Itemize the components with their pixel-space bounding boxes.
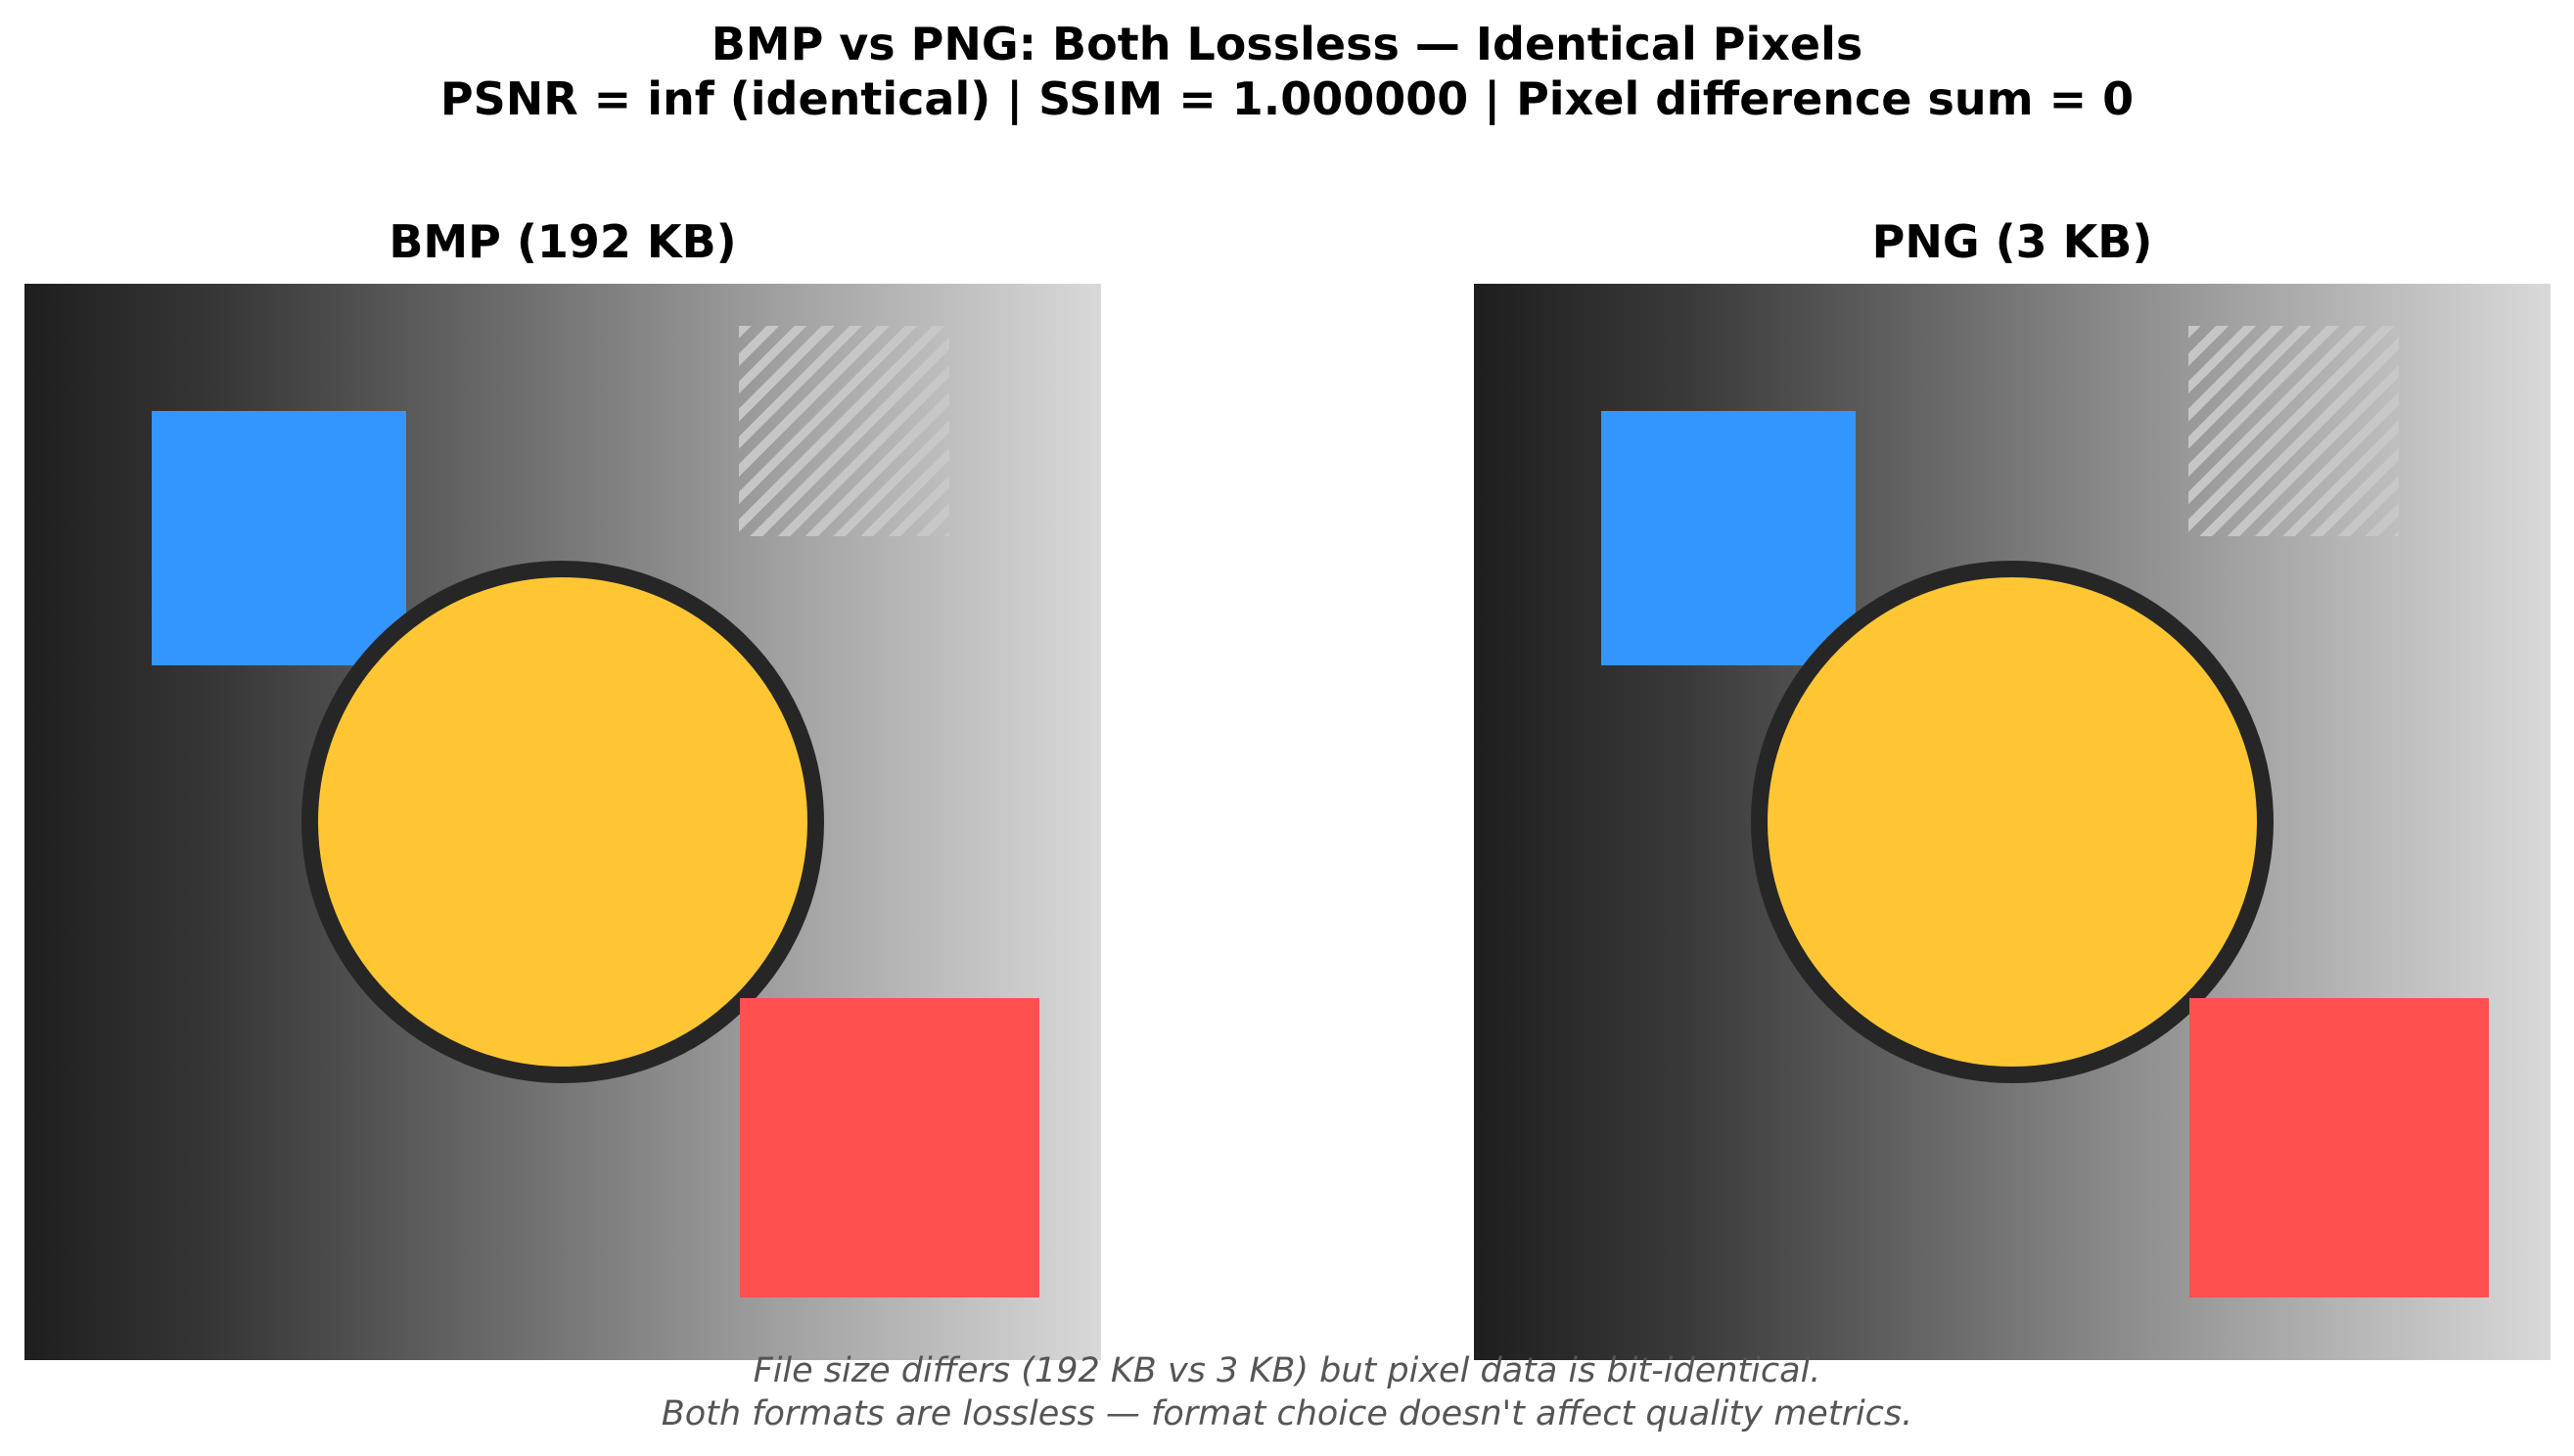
blue-square: [152, 411, 406, 665]
bmp-image-panel: [24, 284, 1101, 1360]
png-panel-title: PNG (3 KB): [1871, 215, 2153, 268]
red-square: [740, 998, 1039, 1297]
caption-line-1: File size differs (192 KB vs 3 KB) but p…: [753, 1351, 1821, 1390]
hatched-square: [739, 326, 949, 536]
bmp-panel-title: BMP (192 KB): [389, 215, 737, 268]
figure-title: BMP vs PNG: Both Lossless — Identical Pi…: [711, 18, 1863, 70]
figure-metrics-subtitle: PSNR = inf (identical) | SSIM = 1.000000…: [439, 72, 2135, 125]
caption-line-2: Both formats are lossless — format choic…: [661, 1394, 1913, 1433]
red-square: [2189, 998, 2489, 1297]
blue-square: [1601, 411, 1856, 665]
hatched-square: [2188, 326, 2399, 536]
png-image-panel: [1474, 284, 2551, 1360]
